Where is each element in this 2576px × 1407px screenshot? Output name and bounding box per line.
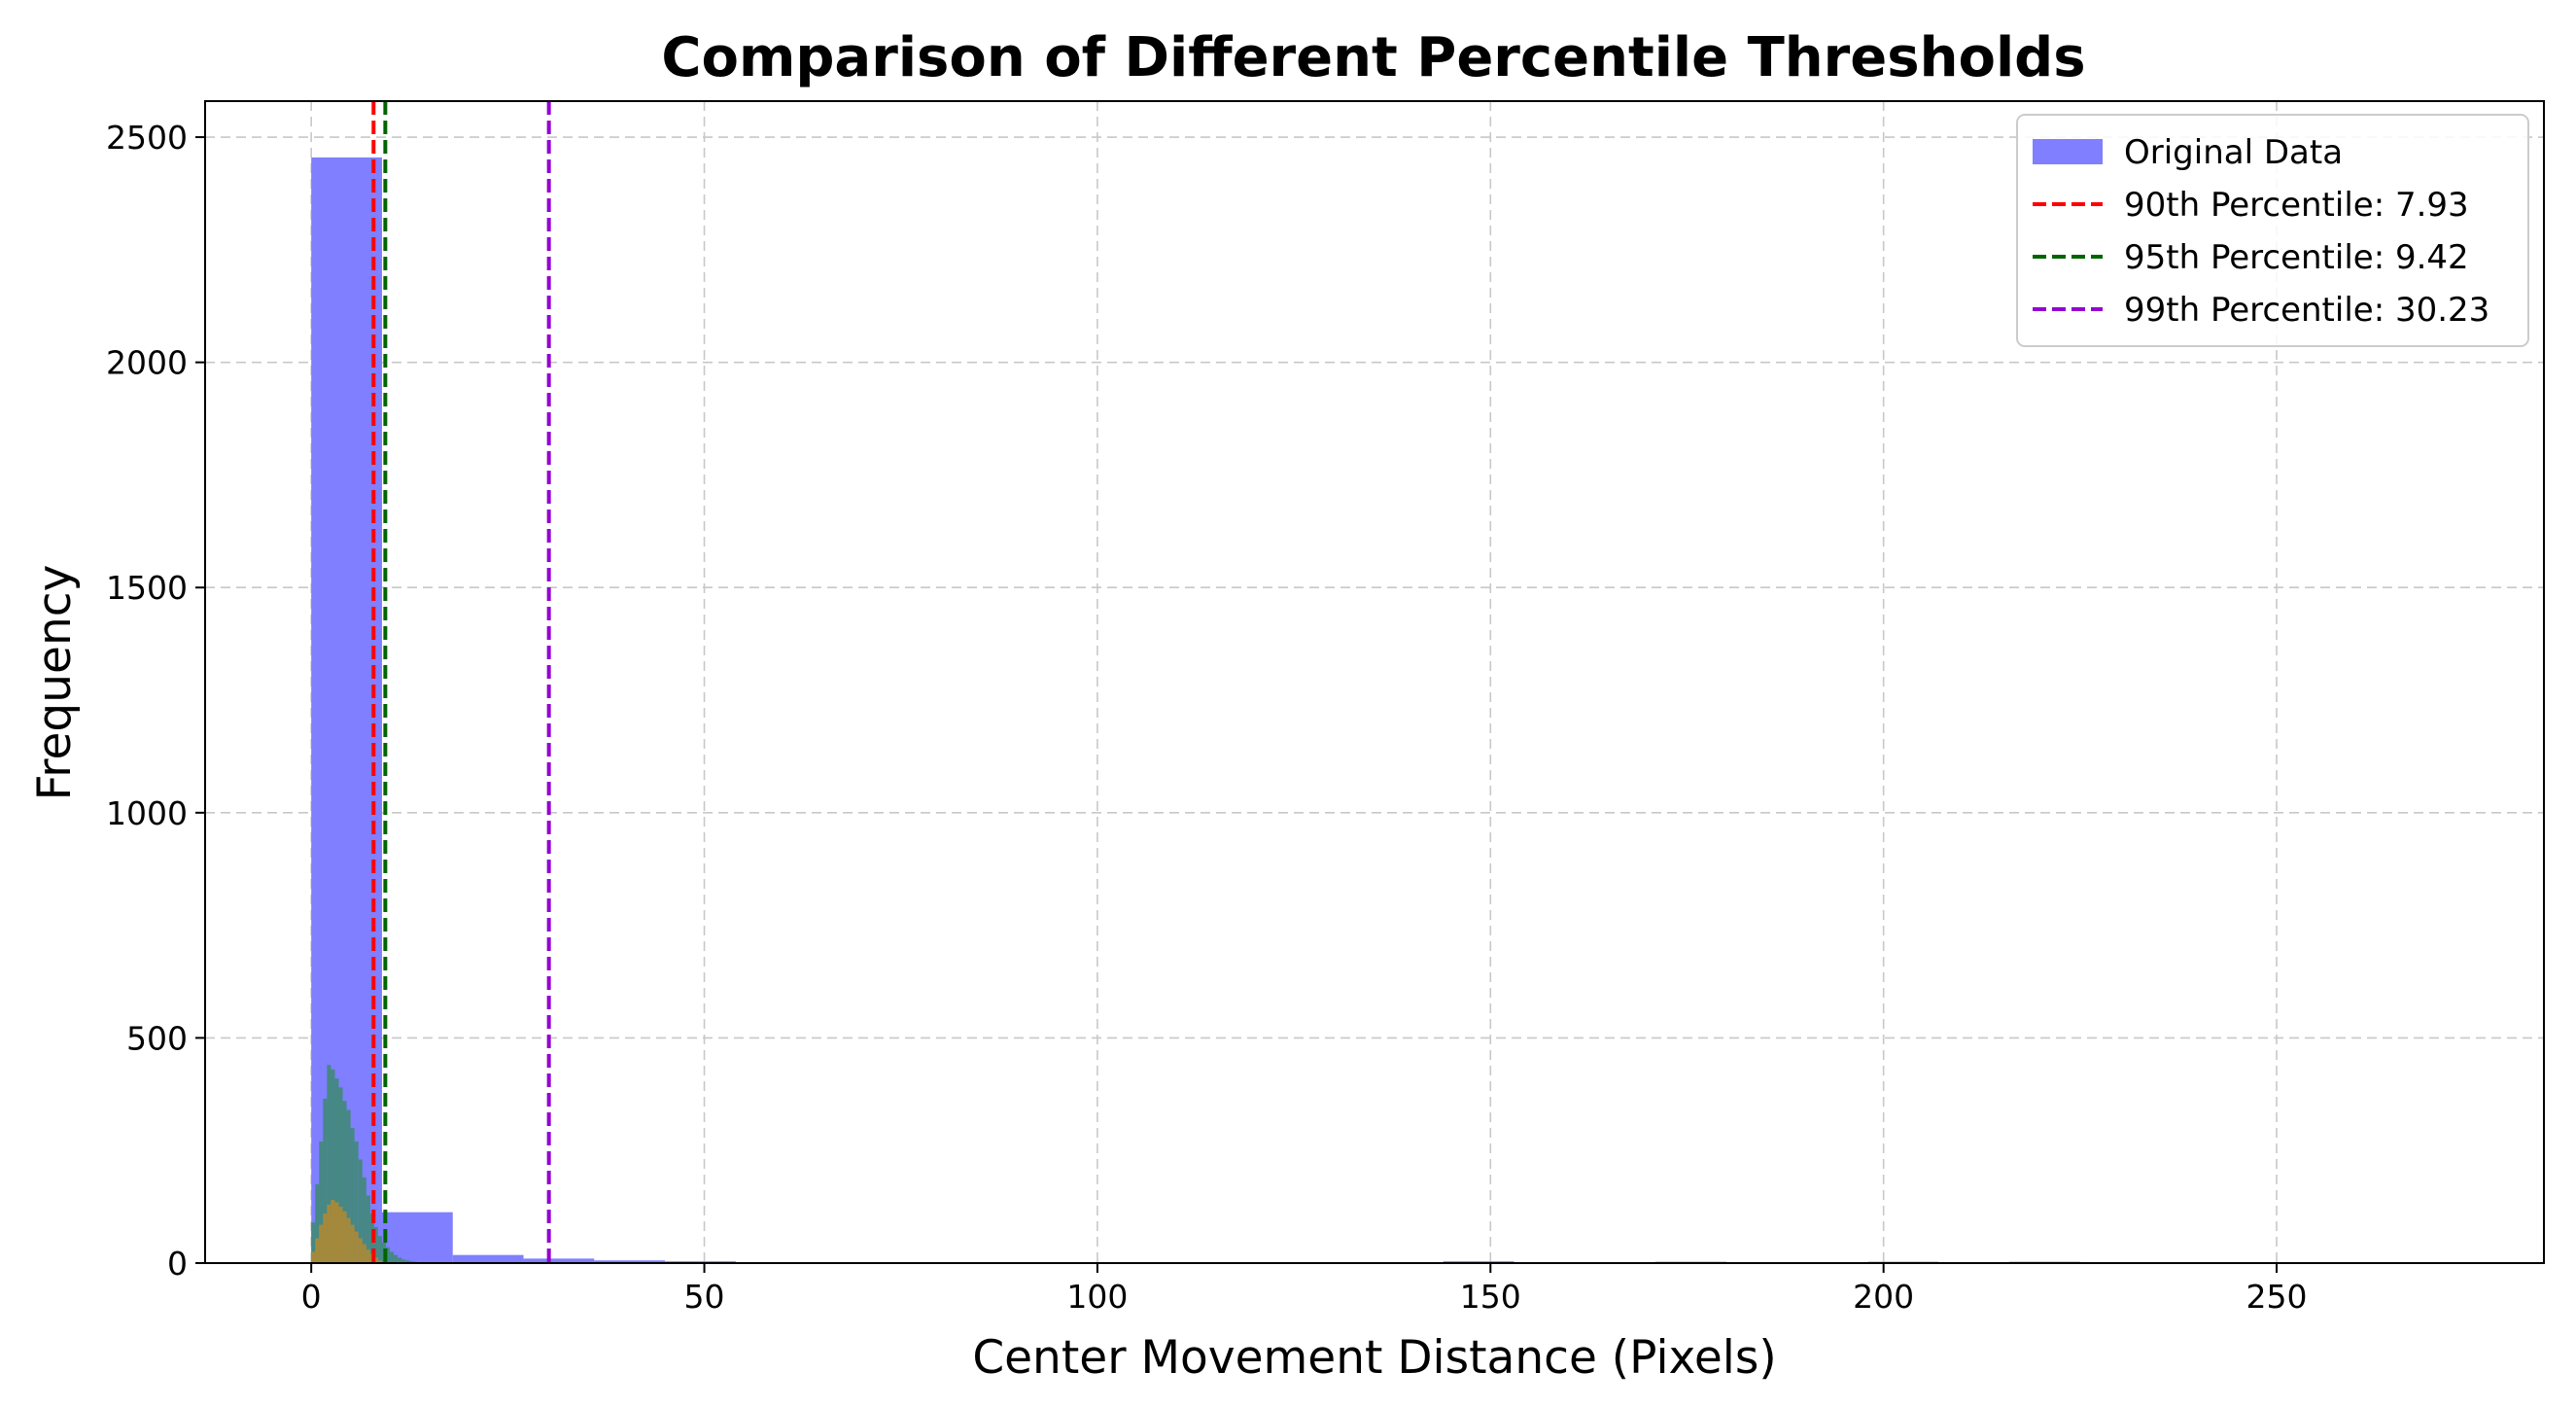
histogram-bar — [334, 1202, 339, 1263]
histogram-bar — [386, 1247, 391, 1263]
histogram-bar — [331, 1069, 335, 1263]
y-tick-label: 1500 — [106, 569, 188, 607]
histogram-bar — [338, 1207, 343, 1263]
histogram-bar — [405, 1260, 410, 1263]
histogram-bar — [377, 1236, 382, 1263]
histogram-bar — [311, 1222, 316, 1263]
histogram-bar — [373, 1257, 378, 1263]
histogram-bar — [323, 1098, 328, 1263]
histogram-bar — [594, 1260, 666, 1263]
histogram-bar — [342, 1211, 347, 1263]
legend-frame — [2016, 114, 2529, 347]
x-tick-label: 50 — [684, 1278, 725, 1316]
histogram-bar — [350, 1128, 355, 1263]
x-axis-label: Center Movement Distance (Pixels) — [972, 1331, 1776, 1385]
x-tick-label: 150 — [1460, 1278, 1521, 1316]
histogram-bar — [319, 1141, 324, 1263]
y-tick-label: 1000 — [106, 794, 188, 832]
histogram-bar — [366, 1249, 370, 1263]
x-tick-label: 0 — [301, 1278, 322, 1316]
histogram-bar — [373, 1226, 378, 1263]
legend-label: 90th Percentile: 7.93 — [2124, 186, 2469, 225]
legend-swatch — [2033, 139, 2103, 164]
histogram-bar — [311, 1251, 316, 1263]
y-tick-label: 0 — [167, 1245, 188, 1283]
chart-title: Comparison of Different Percentile Thres… — [661, 26, 2085, 89]
histogram-bar — [354, 1141, 359, 1263]
x-tick-label: 250 — [2246, 1278, 2308, 1316]
y-tick-label: 2500 — [106, 119, 188, 157]
plot-frame — [204, 100, 2545, 1264]
histogram-bar — [394, 1254, 399, 1263]
histogram-bar — [390, 1251, 395, 1263]
legend-label: Original Data — [2124, 133, 2343, 172]
histogram-bar — [358, 1238, 363, 1263]
histogram-bar — [338, 1087, 343, 1263]
histogram-bar — [366, 1195, 370, 1263]
histogram-bar — [319, 1224, 324, 1263]
x-tick-label: 200 — [1853, 1278, 1914, 1316]
histogram-bar — [362, 1177, 366, 1263]
histogram-bar — [381, 1212, 453, 1263]
histogram-bar — [398, 1257, 402, 1263]
histogram-bar — [377, 1260, 382, 1263]
histogram-bar — [331, 1200, 335, 1263]
y-tick-label: 2000 — [106, 344, 188, 382]
histogram-bar — [401, 1259, 406, 1263]
histogram-bar — [362, 1244, 366, 1263]
histogram-bar — [350, 1224, 355, 1263]
histogram-bar — [315, 1183, 320, 1263]
histogram-bar — [327, 1065, 331, 1263]
legend-label: 99th Percentile: 30.23 — [2124, 291, 2489, 330]
histogram-bar — [315, 1238, 320, 1263]
histogram-bar — [323, 1214, 328, 1263]
histogram-bar — [311, 157, 382, 1263]
histogram-bar — [452, 1254, 524, 1263]
histogram-bar — [358, 1159, 363, 1263]
histogram-bar — [334, 1078, 339, 1263]
histogram-bar — [327, 1204, 331, 1263]
x-tick-label: 100 — [1066, 1278, 1128, 1316]
histogram-bar — [346, 1109, 351, 1263]
histogram-bar — [354, 1231, 359, 1263]
legend: Original Data 90th Percentile: 7.93 95th P… — [2016, 114, 2529, 347]
histogram-bar — [523, 1258, 595, 1263]
y-tick-label: 500 — [126, 1019, 188, 1057]
y-axis-label: Frequency — [28, 565, 82, 801]
histogram-bar — [342, 1101, 347, 1263]
histogram-bar — [346, 1217, 351, 1263]
legend-label: 95th Percentile: 9.42 — [2124, 238, 2469, 277]
